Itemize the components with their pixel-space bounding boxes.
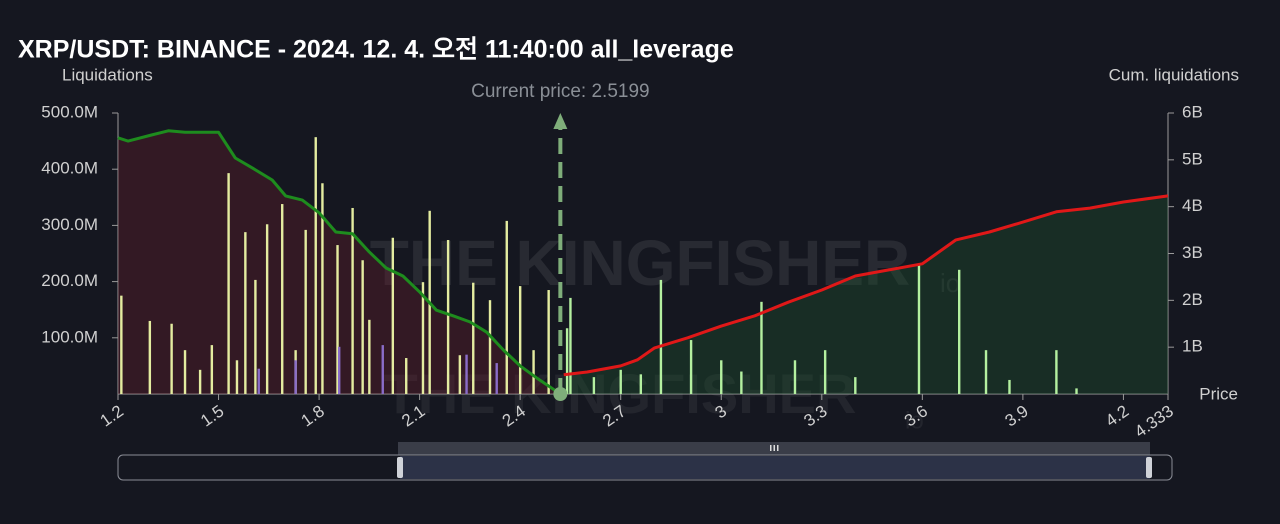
y-tick-label: 200.0M [41, 271, 98, 290]
bar [336, 245, 339, 394]
bar [639, 374, 643, 394]
bar [495, 363, 498, 394]
chart-title: XRP/USDT: BINANCE - 2024. 12. 4. 오전 11:4… [18, 36, 734, 64]
bar [917, 264, 921, 394]
plot: THE KINGFISHERioTHE KINGFISHERio100.0M20… [41, 81, 1203, 441]
bar [337, 346, 341, 394]
y2-tick-label: 3B [1182, 243, 1203, 262]
bar [294, 360, 297, 394]
bar [210, 345, 214, 394]
bar [1075, 388, 1078, 394]
current-price-label: Current price: 2.5199 [471, 81, 650, 102]
bar [958, 269, 961, 394]
bar [254, 279, 257, 394]
scroll-handle-right[interactable] [1146, 457, 1152, 478]
y2-tick-label: 5B [1182, 149, 1203, 168]
bar [281, 204, 284, 394]
bar [659, 279, 663, 394]
y-tick-label: 400.0M [41, 159, 98, 178]
bar [760, 301, 763, 394]
y2-tick-label: 6B [1182, 102, 1203, 121]
bar [304, 229, 307, 394]
bar [488, 300, 492, 394]
bar [257, 368, 260, 394]
scroll-grip [770, 445, 779, 451]
scroll-handle-left[interactable] [397, 457, 403, 478]
bar [183, 350, 187, 394]
y2-tick-label: 2B [1182, 290, 1203, 309]
bar [793, 360, 797, 394]
bar [1055, 350, 1058, 394]
bar [368, 319, 371, 394]
bar [351, 207, 354, 394]
bar [592, 377, 596, 394]
y2-axis-label: Cum. liquidations [1109, 65, 1239, 84]
bar [720, 360, 723, 394]
bar [120, 295, 123, 394]
scrollbar[interactable] [117, 454, 1173, 481]
y2-tick-label: 4B [1182, 196, 1203, 215]
bar [244, 232, 247, 394]
bar [505, 220, 508, 394]
bar [547, 290, 550, 394]
bar [265, 224, 269, 394]
bar [235, 360, 239, 394]
bar [361, 260, 364, 394]
bar [569, 297, 572, 394]
bar [314, 137, 317, 394]
bar [170, 323, 173, 394]
bar [565, 328, 569, 394]
bar [689, 340, 693, 394]
current-price-arrow [553, 113, 568, 129]
watermark: io [940, 268, 960, 298]
bar [465, 354, 468, 394]
line [563, 194, 1169, 377]
y-axis-label: Liquidations [62, 65, 153, 84]
area [563, 195, 1168, 394]
x-axis-label: Price [1199, 384, 1238, 403]
bar [619, 369, 622, 394]
bar [740, 371, 743, 394]
line [117, 129, 562, 396]
bar [198, 369, 202, 394]
bar [381, 345, 384, 394]
bar [446, 240, 450, 394]
bar [984, 350, 988, 394]
bar [405, 358, 408, 394]
y-tick-label: 100.0M [41, 327, 98, 346]
bar [823, 350, 827, 394]
bar [227, 173, 230, 394]
bar [148, 320, 152, 394]
bar [321, 183, 324, 394]
bar [458, 355, 462, 394]
bar [472, 282, 475, 394]
y-tick-label: 500.0M [41, 102, 98, 121]
bar [421, 282, 425, 394]
watermark: io [905, 407, 924, 434]
y-tick-label: 300.0M [41, 215, 98, 234]
bar [532, 350, 535, 394]
bar [391, 237, 395, 394]
scroll-selection[interactable] [400, 456, 1150, 479]
bar [854, 377, 857, 394]
watermark: THE KINGFISHER [370, 227, 910, 299]
bar [1008, 379, 1011, 394]
bar [518, 286, 522, 394]
y2-tick-label: 1B [1182, 337, 1203, 356]
current-price-marker [553, 387, 568, 401]
